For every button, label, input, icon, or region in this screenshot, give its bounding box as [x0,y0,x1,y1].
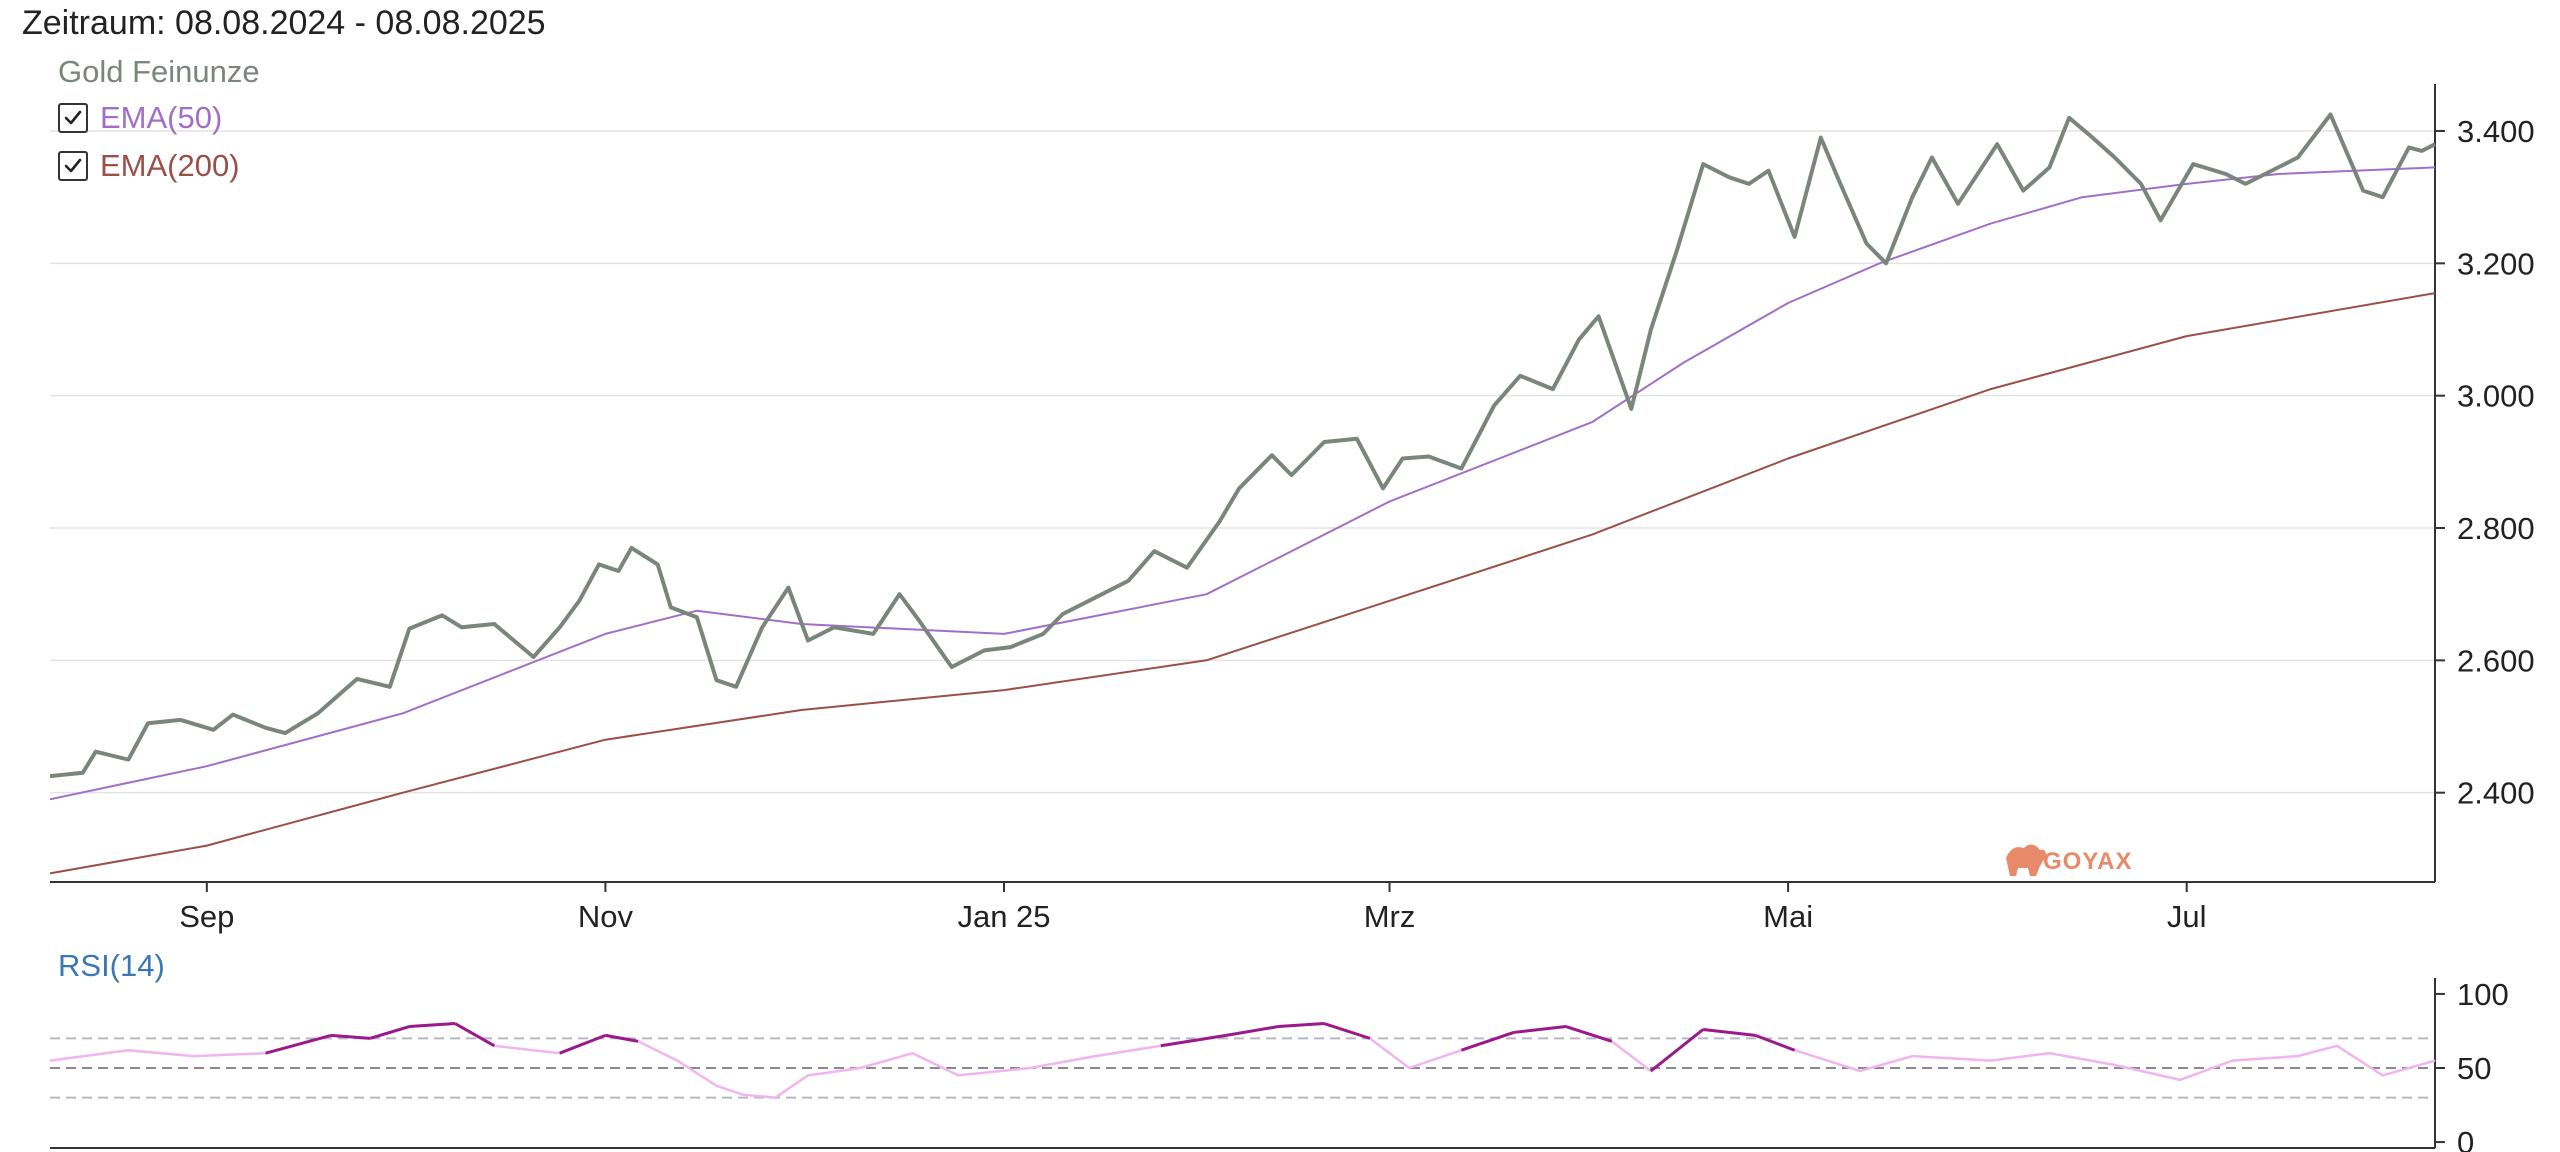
rsi-extreme-segment [265,1033,332,1055]
rsi-extreme-segment [1225,1025,1279,1037]
watermark-text: GOYAX [2043,848,2132,875]
legend-ema50[interactable]: EMA(50) [58,100,222,136]
ema200-label: EMA(200) [100,148,240,183]
rsi-extreme-segment [1323,1022,1371,1040]
y-tick-label: 2.400 [2457,776,2535,811]
x-tick-label: Sep [179,899,234,934]
rsi-extreme-segment [454,1022,496,1048]
checkmark-icon [64,158,82,173]
ema200-line [49,292,2436,875]
rsi-extreme-segment [1460,1031,1515,1052]
rsi-extreme-segment [1565,1025,1613,1043]
x-tick-label: Mrz [1364,899,1416,934]
rsi-extreme-segment [1513,1025,1567,1034]
ema50-checkbox[interactable] [58,103,88,133]
legend-asset-gold: Gold Feinunze [58,54,260,89]
rsi-extreme-segment [1160,1033,1227,1048]
ema50-line [49,166,2436,801]
legend-ema200[interactable]: EMA(200) [58,148,240,184]
x-tick-label: Jan 25 [957,899,1050,934]
rsi-extreme-segment [559,1034,606,1055]
rsi-extreme-segment [1754,1034,1796,1052]
rsi-extreme-segment [369,1025,410,1040]
rsi-extreme-segment [1649,1028,1705,1073]
ema200-checkbox[interactable] [58,151,88,181]
price-line [49,112,2436,779]
rsi-y-tick-label: 0 [2457,1125,2474,1152]
rsi-panel-label: RSI(14) [58,948,165,983]
goyax-watermark: GOYAX [2006,844,2132,876]
checkmark-icon [64,110,82,125]
rsi-y-tick-label: 50 [2457,1051,2491,1086]
rsi-extreme-segment [1702,1027,1756,1037]
rsi-extreme-segment [605,1033,639,1043]
y-tick-label: 2.800 [2457,511,2535,546]
rsi-line [49,1022,2436,1099]
bull-logo-icon [2006,844,2046,876]
x-tick-label: Nov [578,899,634,934]
y-tick-label: 3.200 [2457,246,2535,281]
y-tick-label: 3.400 [2457,114,2535,149]
rsi-extreme-segment [409,1022,456,1029]
ema50-label: EMA(50) [100,100,223,135]
period-label: Zeitraum: 08.08.2024 - 08.08.2025 [22,4,546,42]
x-tick-label: Jul [2167,899,2207,934]
y-tick-label: 2.600 [2457,643,2535,678]
rsi-extreme-segment [330,1033,371,1040]
rsi-extreme-segment [1278,1022,1325,1029]
x-tick-label: Mai [1763,899,1813,934]
rsi-y-tick-label: 100 [2457,977,2509,1012]
y-tick-label: 3.000 [2457,379,2535,414]
